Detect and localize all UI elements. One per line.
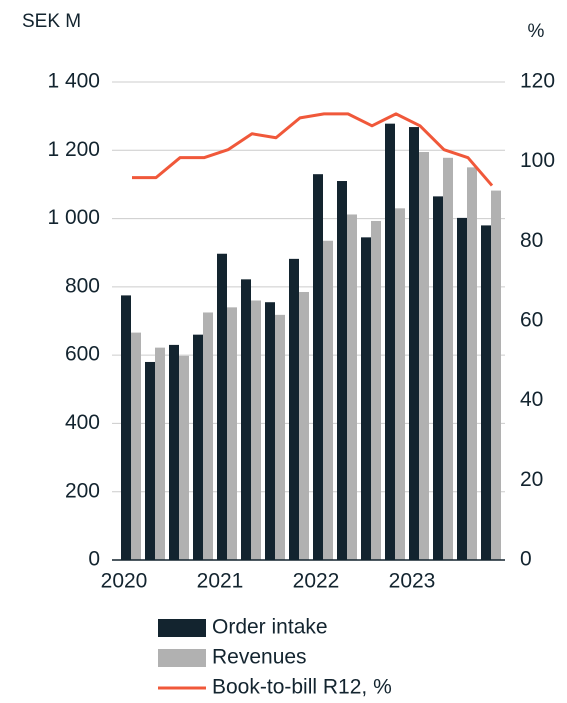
bar	[289, 258, 299, 560]
y-tick-label: 400	[65, 411, 100, 434]
bar	[131, 332, 141, 560]
y2-tick-label: 80	[520, 229, 543, 252]
legend-swatch	[158, 619, 206, 637]
bar	[251, 300, 261, 560]
bar	[241, 279, 251, 560]
bar	[227, 307, 237, 560]
bar	[371, 220, 381, 560]
bar	[193, 334, 203, 560]
bar	[299, 291, 309, 560]
bar	[121, 295, 131, 560]
bar	[313, 174, 323, 560]
bar	[179, 355, 189, 560]
bar	[409, 127, 419, 560]
bar	[433, 196, 443, 560]
y2-tick-label: 0	[520, 548, 532, 571]
line-series	[132, 112, 494, 187]
bar	[395, 208, 405, 561]
bar	[457, 217, 467, 561]
y-tick-label: 1 400	[47, 70, 100, 93]
y2-tick-label: 100	[520, 149, 555, 172]
y-tick-label: 0	[88, 548, 100, 571]
bar	[385, 123, 395, 560]
legend-swatch	[158, 649, 206, 667]
bar	[169, 344, 179, 560]
bar	[337, 181, 347, 560]
bar	[155, 347, 165, 560]
bar	[347, 214, 357, 560]
bar	[361, 237, 371, 560]
y2-tick-label: 60	[520, 309, 543, 332]
legend-label: Order intake	[212, 616, 328, 639]
y-axis-label: SEK M	[22, 11, 81, 32]
y-tick-label: 1 000	[47, 206, 100, 229]
y-tick-label: 200	[65, 479, 100, 502]
x-tick-label: 2022	[293, 570, 340, 593]
bar	[203, 312, 213, 560]
legend-label: Revenues	[212, 646, 307, 669]
legend-label: Book-to-bill R12, %	[212, 676, 392, 698]
y-tick-label: 1 200	[47, 138, 100, 161]
y-tick-label: 600	[65, 343, 100, 366]
bar	[323, 240, 333, 560]
bar	[265, 302, 275, 560]
x-tick-label: 2021	[197, 570, 244, 593]
y2-tick-label: 120	[520, 70, 555, 93]
bar	[481, 225, 491, 560]
x-tick-label: 2020	[101, 570, 148, 593]
y2-tick-label: 40	[520, 388, 543, 411]
bar	[419, 151, 429, 560]
x-tick-label: 2023	[389, 570, 436, 593]
y-tick-label: 800	[65, 274, 100, 297]
bar	[217, 253, 227, 560]
bar	[145, 361, 155, 560]
bar	[275, 314, 285, 560]
bar	[491, 190, 501, 560]
y2-tick-label: 20	[520, 468, 543, 491]
bar	[443, 157, 453, 560]
y2-axis-label: %	[528, 21, 545, 42]
bar	[467, 167, 477, 560]
